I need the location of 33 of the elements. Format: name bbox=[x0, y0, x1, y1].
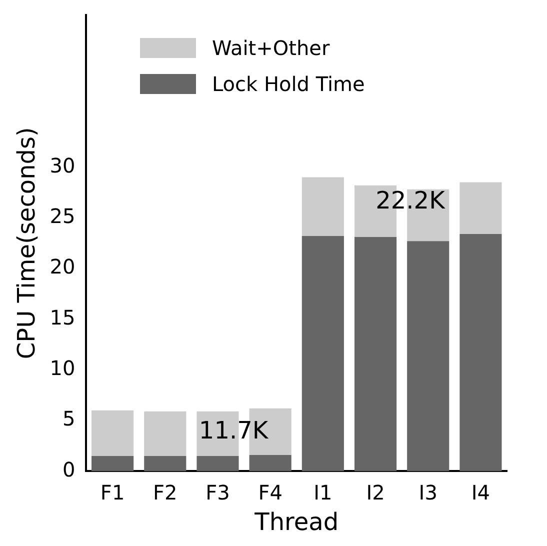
x-tick-label: F1 bbox=[100, 480, 125, 504]
y-tick-label: 30 bbox=[50, 153, 76, 178]
x-axis-title: Thread bbox=[254, 508, 339, 536]
annotation: 22.2K bbox=[376, 186, 446, 214]
legend-label: Wait+Other bbox=[212, 36, 330, 60]
y-tick-label: 5 bbox=[62, 406, 76, 431]
x-tick-label: F2 bbox=[153, 480, 178, 504]
bar bbox=[407, 241, 450, 472]
x-tick-label: I1 bbox=[314, 480, 332, 504]
y-tick-label: 10 bbox=[50, 356, 76, 380]
bar bbox=[302, 177, 344, 236]
y-tick-label: 20 bbox=[50, 254, 76, 279]
bar bbox=[92, 456, 134, 472]
x-tick-label: F4 bbox=[258, 480, 282, 504]
bar bbox=[144, 411, 186, 456]
bar bbox=[354, 237, 397, 472]
bar bbox=[460, 234, 502, 472]
bar bbox=[144, 456, 186, 472]
y-axis-title: CPU Time(seconds) bbox=[12, 127, 41, 360]
bar bbox=[460, 182, 502, 234]
legend-label: Lock Hold Time bbox=[212, 72, 365, 96]
y-tick-label: 0 bbox=[62, 457, 76, 482]
bar bbox=[196, 456, 239, 472]
y-tick-label: 15 bbox=[50, 305, 76, 330]
x-tick-label: I3 bbox=[418, 480, 438, 504]
x-tick-label: F3 bbox=[206, 480, 230, 504]
x-tick-label: I4 bbox=[471, 480, 490, 504]
annotation: 11.7K bbox=[198, 416, 270, 445]
bar bbox=[249, 454, 292, 472]
x-tick-label: I2 bbox=[366, 480, 385, 504]
bar bbox=[302, 236, 344, 472]
bar bbox=[92, 410, 134, 456]
y-tick-label: 25 bbox=[50, 204, 76, 228]
